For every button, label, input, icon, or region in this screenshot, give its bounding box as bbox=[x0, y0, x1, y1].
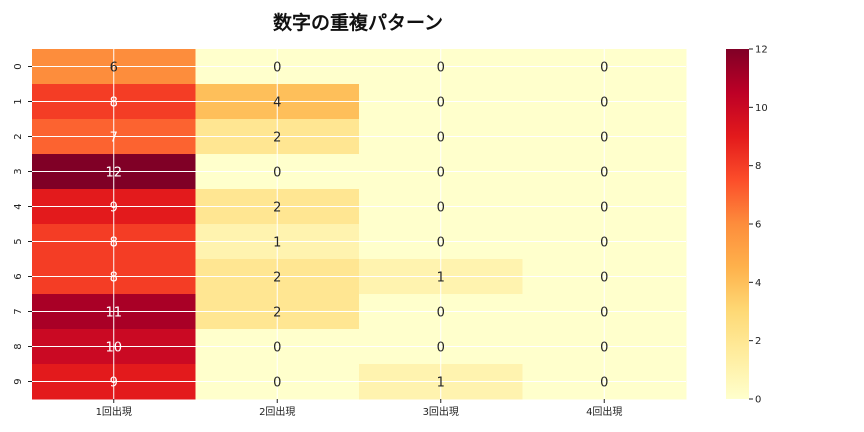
cell-value-label: 6 bbox=[110, 61, 118, 76]
colorbar-tick-label: 8 bbox=[755, 161, 761, 172]
colorbar-tick-label: 12 bbox=[755, 45, 768, 56]
cell-value-label: 0 bbox=[600, 306, 608, 321]
y-tick-label: 1 bbox=[13, 98, 24, 104]
colorbar-tick-label: 2 bbox=[755, 336, 761, 347]
cell-value-label: 0 bbox=[273, 376, 281, 391]
cell-value-label: 0 bbox=[437, 341, 445, 356]
cell-value-label: 0 bbox=[437, 306, 445, 321]
cell-value-label: 2 bbox=[273, 201, 281, 216]
cell-value-label: 0 bbox=[600, 131, 608, 146]
cell-value-label: 4 bbox=[273, 96, 281, 111]
cell-value-label: 2 bbox=[273, 271, 281, 286]
x-tick-label: 1回出現 bbox=[96, 405, 132, 418]
cell-value-label: 8 bbox=[110, 236, 118, 251]
cell-value-label: 2 bbox=[273, 131, 281, 146]
cell-value-label: 0 bbox=[273, 166, 281, 181]
cell-value-label: 0 bbox=[437, 236, 445, 251]
cell-value-label: 12 bbox=[105, 166, 122, 181]
x-tick-label: 2回出現 bbox=[259, 405, 295, 418]
cell-value-label: 0 bbox=[600, 341, 608, 356]
cell-value-label: 1 bbox=[273, 236, 281, 251]
x-tick-label: 3回出現 bbox=[423, 405, 459, 418]
y-tick-label: 7 bbox=[13, 308, 24, 314]
cell-value-label: 0 bbox=[600, 166, 608, 181]
cell-value-label: 0 bbox=[600, 236, 608, 251]
y-tick-label: 2 bbox=[13, 133, 24, 139]
cell-value-label: 1 bbox=[437, 376, 445, 391]
x-axis: 1回出現 2回出現 3回出現 4回出現 bbox=[96, 399, 622, 418]
cell-value-label: 0 bbox=[437, 166, 445, 181]
colorbar: 0 2 4 6 8 10 12 bbox=[726, 45, 768, 406]
y-axis: 0 1 2 3 4 5 6 7 8 9 bbox=[13, 63, 32, 385]
cell-value-label: 0 bbox=[600, 96, 608, 111]
heatmap-grid bbox=[32, 49, 686, 399]
cell-value-label: 0 bbox=[600, 201, 608, 216]
cell-value-label: 0 bbox=[600, 271, 608, 286]
y-tick-label: 0 bbox=[13, 63, 24, 69]
y-tick-label: 9 bbox=[13, 378, 24, 384]
colorbar-gradient bbox=[726, 49, 749, 399]
cell-value-label: 9 bbox=[110, 201, 118, 216]
y-tick-label: 6 bbox=[13, 273, 24, 279]
y-tick-label: 8 bbox=[13, 343, 24, 349]
cell-value-label: 0 bbox=[273, 341, 281, 356]
cell-value-label: 0 bbox=[437, 131, 445, 146]
cell-value-label: 0 bbox=[600, 376, 608, 391]
chart-title: 数字の重複パターン bbox=[273, 11, 443, 34]
x-tick-label: 4回出現 bbox=[586, 405, 622, 418]
colorbar-tick-label: 0 bbox=[755, 395, 761, 406]
cell-value-label: 8 bbox=[110, 271, 118, 286]
cell-value-label: 8 bbox=[110, 96, 118, 111]
cell-value-label: 10 bbox=[105, 341, 122, 356]
y-tick-label: 3 bbox=[13, 168, 24, 174]
cell-value-label: 2 bbox=[273, 306, 281, 321]
cell-value-label: 7 bbox=[110, 131, 118, 146]
colorbar-tick-label: 6 bbox=[755, 220, 761, 231]
cell-value-label: 9 bbox=[110, 376, 118, 391]
y-tick-label: 4 bbox=[13, 203, 24, 209]
cell-value-label: 0 bbox=[437, 201, 445, 216]
cell-value-label: 0 bbox=[273, 61, 281, 76]
colorbar-tick-label: 10 bbox=[755, 103, 768, 114]
colorbar-tick-label: 4 bbox=[755, 278, 761, 289]
heatmap-cell-labels: 6 0 0 08 4 0 07 2 0 012 0 0 09 2 0 08 1 0 08 2 1 011 2 0 010 0 0 09… bbox=[105, 61, 608, 391]
cell-value-label: 0 bbox=[437, 61, 445, 76]
cell-value-label: 0 bbox=[600, 61, 608, 76]
cell-value-label: 0 bbox=[437, 96, 445, 111]
cell-value-label: 1 bbox=[437, 271, 445, 286]
cell-value-label: 11 bbox=[105, 306, 122, 321]
y-tick-label: 5 bbox=[13, 238, 24, 244]
